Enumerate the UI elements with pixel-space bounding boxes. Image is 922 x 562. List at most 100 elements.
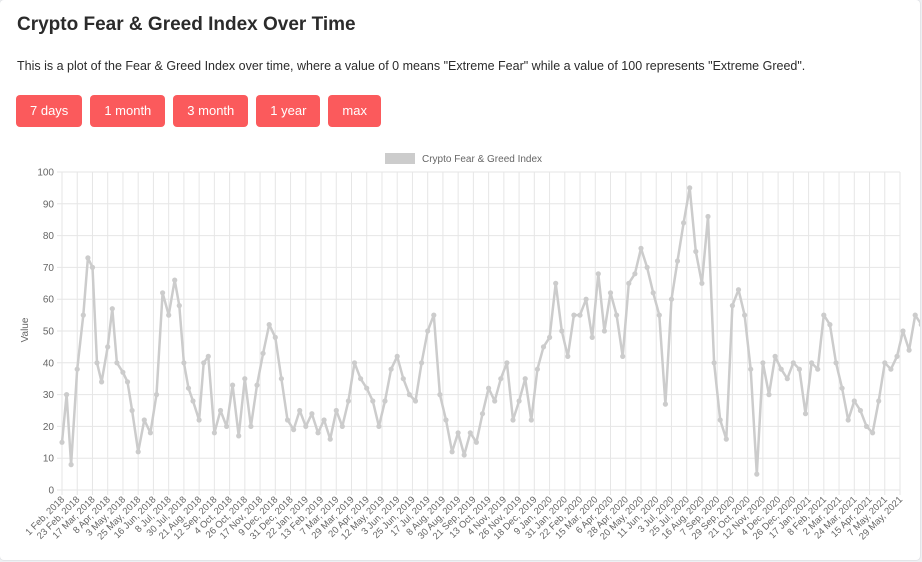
data-point: [74, 366, 80, 372]
data-point: [242, 376, 248, 382]
data-point: [284, 417, 291, 423]
data-point: [80, 312, 86, 318]
data-point: [141, 417, 147, 423]
data-point: [547, 334, 553, 340]
data-point: [278, 376, 284, 382]
y-tick-label: 30: [43, 390, 55, 401]
range-button-group: 7 days 1 month 3 month 1 year max: [16, 95, 381, 127]
data-point: [201, 360, 207, 366]
series-line: [60, 186, 920, 476]
chart-grid: [57, 171, 901, 495]
data-point: [876, 398, 882, 404]
data-point: [315, 430, 321, 436]
data-point: [772, 353, 778, 359]
y-tick-label: 50: [43, 327, 55, 338]
data-point: [59, 439, 65, 445]
data-point: [918, 322, 920, 327]
data-point: [601, 328, 608, 334]
range-1-month-button[interactable]: 1 month: [90, 95, 166, 127]
data-point: [224, 423, 230, 429]
data-point: [260, 350, 266, 356]
data-point: [376, 423, 382, 429]
range-3-month-button[interactable]: 3 month: [173, 95, 249, 127]
data-point: [431, 312, 437, 318]
data-point: [827, 322, 833, 328]
data-point: [802, 411, 809, 417]
data-point: [668, 296, 675, 302]
y-tick-label: 80: [43, 231, 55, 242]
data-point: [766, 392, 772, 398]
data-point: [851, 398, 857, 404]
data-point: [412, 398, 419, 404]
data-point: [717, 417, 723, 423]
data-point: [248, 423, 254, 429]
range-max-button[interactable]: max: [328, 95, 381, 127]
data-point: [760, 360, 766, 366]
data-point: [205, 353, 211, 359]
data-point: [882, 360, 888, 366]
data-point: [120, 369, 126, 375]
data-point: [540, 344, 547, 350]
data-point: [364, 385, 370, 391]
data-point: [68, 462, 74, 468]
data-point: [333, 407, 339, 414]
data-point: [382, 398, 388, 404]
data-point: [790, 360, 796, 366]
data-point: [406, 392, 412, 398]
data-point: [400, 376, 406, 382]
data-point: [681, 220, 687, 226]
data-point: [388, 366, 394, 372]
data-point: [153, 392, 160, 398]
data-point: [443, 417, 449, 423]
data-point: [358, 376, 364, 382]
data-point: [124, 379, 131, 385]
data-point: [711, 360, 717, 366]
data-point: [190, 398, 196, 404]
data-point: [742, 312, 748, 318]
data-point: [577, 312, 583, 318]
data-point: [147, 430, 153, 436]
data-point: [94, 360, 100, 366]
data-point: [815, 366, 821, 372]
page-description: This is a plot of the Fear & Greed Index…: [17, 59, 806, 73]
range-7-days-button[interactable]: 7 days: [16, 95, 83, 127]
data-point: [833, 360, 839, 366]
data-point: [650, 290, 656, 296]
y-axis-label: Value: [20, 317, 31, 342]
data-point: [473, 439, 479, 445]
data-point: [425, 328, 431, 334]
data-point: [510, 417, 516, 423]
data-point: [196, 417, 202, 423]
page-title: Crypto Fear & Greed Index Over Time: [17, 14, 356, 35]
data-point: [754, 471, 760, 477]
data-point: [906, 347, 912, 353]
data-point: [455, 430, 461, 436]
data-point: [185, 385, 192, 391]
data-point: [109, 306, 115, 312]
data-point: [89, 264, 96, 270]
chart-legend[interactable]: Crypto Fear & Greed Index: [385, 153, 542, 165]
data-point: [821, 312, 827, 318]
data-point: [217, 407, 224, 414]
data-point: [644, 264, 650, 270]
data-point: [693, 248, 699, 255]
data-point: [607, 290, 614, 296]
data-point: [479, 411, 486, 417]
y-axis-ticks: 0 10 20 30 40 50 60 70 80 90 100: [37, 168, 54, 497]
data-point: [620, 353, 626, 359]
data-point: [638, 245, 644, 251]
data-point: [181, 360, 187, 366]
data-point: [656, 312, 662, 318]
data-point: [778, 366, 784, 372]
data-point: [64, 392, 70, 398]
data-point: [437, 392, 443, 398]
data-point: [863, 423, 870, 429]
data-point: [796, 366, 803, 372]
legend-label: Crypto Fear & Greed Index: [422, 154, 542, 165]
data-point: [553, 280, 559, 286]
data-point: [114, 360, 120, 366]
data-point: [449, 449, 455, 455]
data-point: [900, 328, 906, 334]
data-point: [461, 452, 467, 458]
range-1-year-button[interactable]: 1 year: [256, 95, 321, 127]
